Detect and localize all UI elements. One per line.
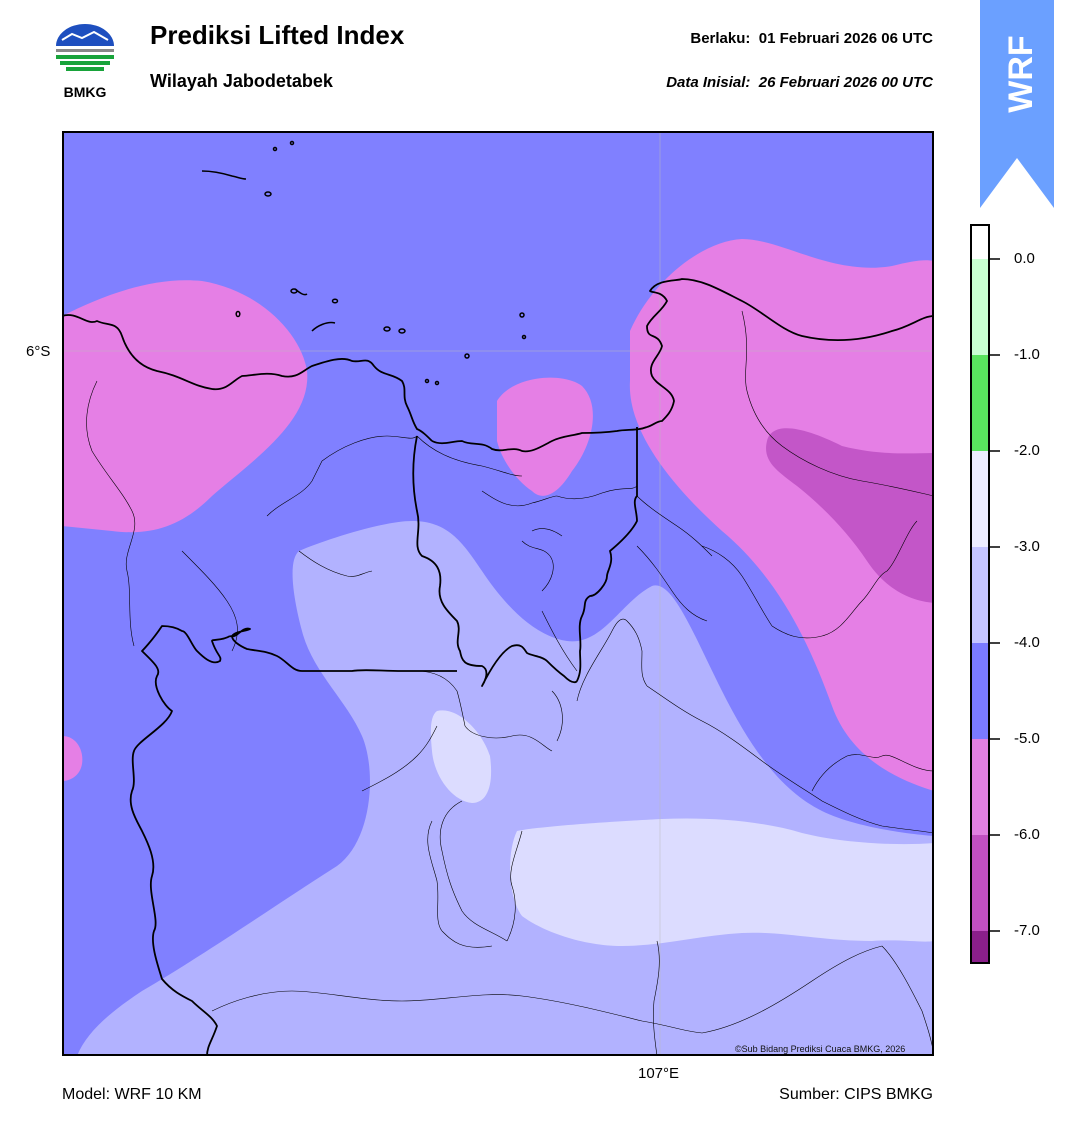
region-li-minus3-large	[510, 818, 934, 946]
logo-text: BMKG	[63, 84, 107, 100]
province-boundaries	[62, 278, 934, 1056]
lifted-index-map	[62, 131, 934, 1056]
init-time: Data Inisial: 26 Februari 2026 00 UTC	[666, 74, 933, 91]
wrf-badge-text: WRF	[1002, 35, 1040, 112]
region-li-minus3-small	[430, 710, 492, 803]
colorbar-tick-label: -2.0	[1014, 442, 1040, 459]
region-li-minus6-edge	[62, 736, 83, 781]
colorbar-tick-label: -7.0	[1014, 922, 1040, 939]
source-label: Sumber: CIPS BMKG	[779, 1086, 933, 1103]
valid-value: 01 Februari 2026 06 UTC	[758, 30, 933, 47]
valid-time: Berlaku: 01 Februari 2026 06 UTC	[690, 30, 933, 47]
colorbar	[970, 224, 990, 964]
region-li-minus6-center	[497, 377, 593, 496]
district-boundaries	[86, 310, 934, 1056]
colorbar-ticks	[990, 258, 1000, 932]
copyright-text: ©Sub Bidang Prediksi Cuaca BMKG, 2026	[735, 1044, 906, 1054]
colorbar-tick-label: -1.0	[1014, 346, 1040, 363]
map-subtitle: Wilayah Jabodetabek	[150, 71, 333, 91]
region-li-minus6-east	[629, 239, 934, 791]
map-title: Prediksi Lifted Index	[150, 20, 405, 50]
colorbar-tick-label: 0.0	[1014, 250, 1035, 267]
islands	[201, 140, 527, 386]
wrf-badge: WRF	[980, 0, 1054, 208]
colorbar-tick-label: -3.0	[1014, 538, 1040, 555]
region-li-minus6-west	[62, 280, 308, 533]
lat-label: 6°S	[26, 343, 51, 360]
model-label: Model: WRF 10 KM	[62, 1086, 202, 1103]
init-value: 26 Februari 2026 00 UTC	[758, 74, 933, 91]
region-li-minus7-east	[766, 428, 934, 603]
map-border	[62, 131, 934, 1056]
init-label: Data Inisial:	[666, 74, 751, 91]
bmkg-logo	[56, 24, 114, 71]
colorbar-tick-label: -6.0	[1014, 826, 1040, 843]
lon-label: 107°E	[638, 1065, 680, 1082]
colorbar-tick-label: -5.0	[1014, 730, 1040, 747]
valid-label: Berlaku:	[690, 30, 751, 47]
colorbar-tick-label: -4.0	[1014, 634, 1040, 651]
